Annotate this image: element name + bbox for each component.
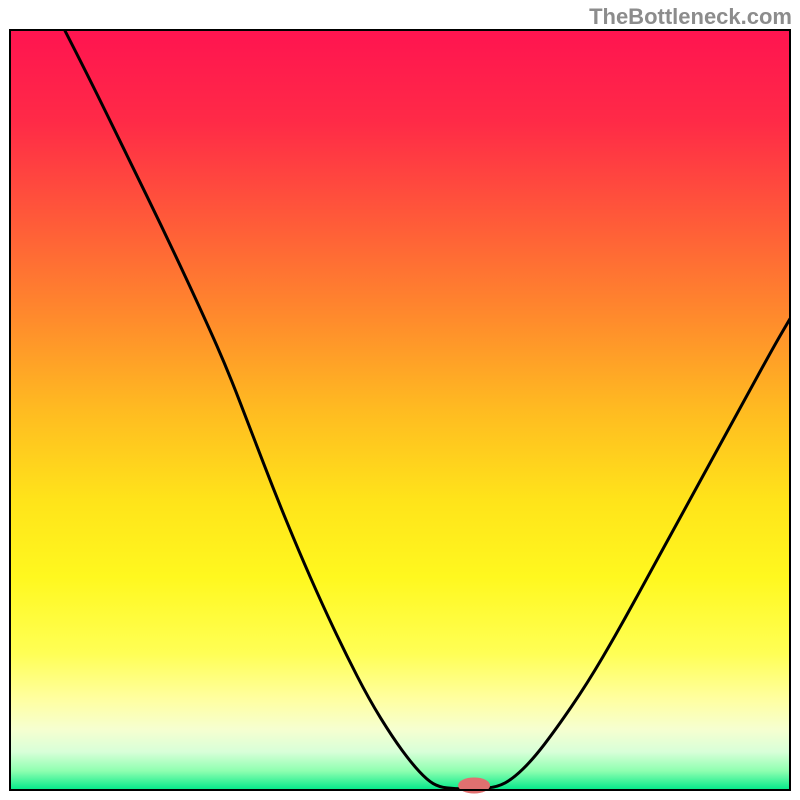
- chart-background: [10, 30, 790, 790]
- chart-svg: [0, 0, 800, 800]
- chart-container: TheBottleneck.com: [0, 0, 800, 800]
- attribution-text: TheBottleneck.com: [589, 4, 792, 30]
- optimal-marker: [458, 777, 490, 793]
